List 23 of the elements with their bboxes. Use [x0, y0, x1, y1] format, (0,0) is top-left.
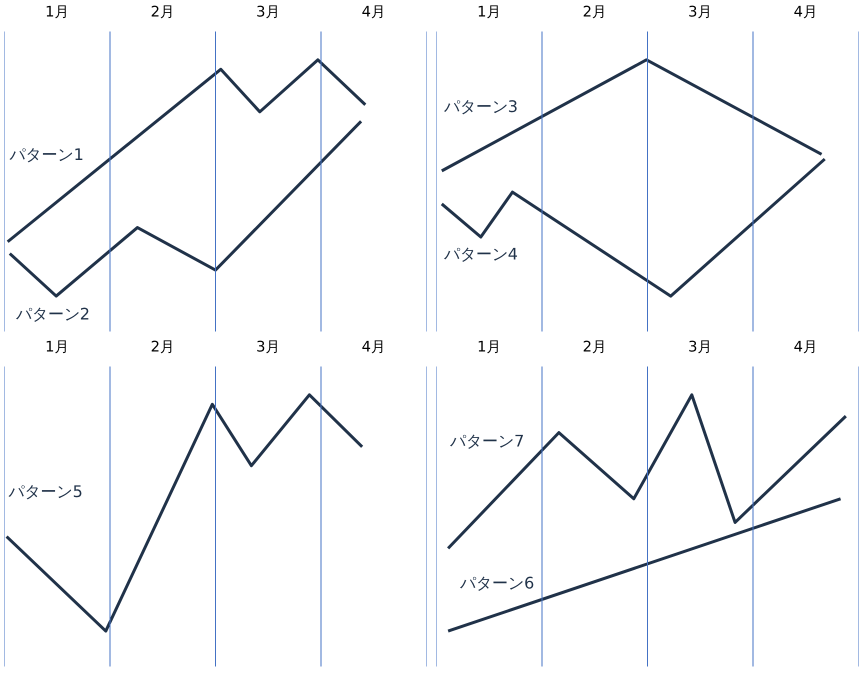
series-label: パターン2 — [14, 304, 90, 324]
series-label: パターン1 — [8, 145, 84, 164]
x-tick-label: 3月 — [688, 4, 712, 20]
series-label: パターン7 — [449, 432, 524, 451]
x-tick-label: 4月 — [794, 338, 818, 356]
series-label: パターン4 — [442, 244, 518, 264]
x-tick-label: 2月 — [582, 338, 607, 356]
x-tick-label: 3月 — [256, 4, 280, 20]
x-tick-label: 4月 — [362, 4, 386, 20]
x-tick-label: 1月 — [477, 4, 502, 20]
x-tick-label: 2月 — [582, 4, 607, 20]
x-tick-label: 3月 — [688, 338, 712, 356]
series-label: パターン3 — [442, 97, 518, 116]
x-tick-label: 4月 — [794, 4, 818, 20]
text: パターン5 — [8, 482, 83, 502]
x-tick-label: 1月 — [45, 4, 70, 20]
x-tick-label: 2月 — [150, 4, 175, 20]
x-tick-label: 3月 — [256, 338, 280, 356]
x-tick-label: 1月 — [477, 338, 502, 356]
series-label: パターン6 — [459, 573, 534, 592]
x-tick-label: 2月 — [150, 338, 175, 356]
x-tick-label: 1月 — [45, 338, 70, 356]
x-tick-label: 4月 — [362, 338, 386, 356]
